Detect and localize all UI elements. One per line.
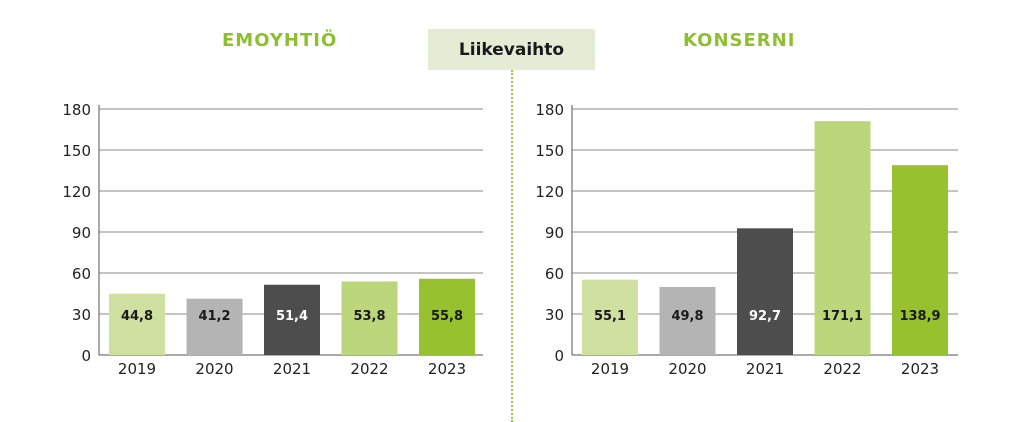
value-label: 53,8 — [353, 309, 385, 324]
value-label: 51,4 — [276, 309, 308, 324]
value-label: 49,8 — [671, 309, 703, 324]
y-tick-label: 30 — [72, 306, 91, 324]
x-tick-label: 2021 — [273, 360, 311, 378]
bar-2021 — [737, 228, 793, 355]
y-tick-label: 180 — [62, 101, 91, 119]
x-tick-label: 2022 — [823, 360, 861, 378]
value-label: 44,8 — [121, 309, 153, 324]
y-tick-label: 90 — [72, 224, 91, 242]
y-tick-label: 180 — [535, 101, 564, 119]
bar-2019 — [582, 279, 638, 355]
y-tick-label: 120 — [535, 183, 564, 201]
y-tick-label: 60 — [72, 265, 91, 283]
bar-2023 — [419, 278, 475, 355]
center-label: Liikevaihto — [458, 39, 565, 60]
y-tick-label: 90 — [545, 224, 564, 242]
bar-2020 — [186, 298, 243, 355]
bar-2022 — [341, 281, 398, 355]
bar-2019 — [109, 293, 165, 355]
center-divider — [511, 70, 513, 422]
bar-2022 — [814, 121, 871, 355]
value-label: 55,8 — [431, 309, 463, 324]
bar-2021 — [264, 284, 320, 355]
chart-title-konserni: KONSERNI — [683, 30, 796, 51]
y-tick-label: 0 — [81, 347, 91, 365]
bar-2020 — [659, 286, 716, 355]
value-label: 55,1 — [594, 309, 626, 324]
y-tick-label: 150 — [62, 142, 91, 160]
value-label: 41,2 — [198, 309, 230, 324]
y-tick-label: 150 — [535, 142, 564, 160]
value-label: 138,9 — [899, 309, 940, 324]
value-label: 171,1 — [822, 309, 863, 324]
x-tick-label: 2020 — [195, 360, 233, 378]
x-tick-label: 2020 — [668, 360, 706, 378]
y-tick-label: 30 — [545, 306, 564, 324]
x-tick-label: 2023 — [428, 360, 466, 378]
y-tick-label: 0 — [554, 347, 564, 365]
x-tick-label: 2022 — [350, 360, 388, 378]
chart-title-emoyhtio: EMOYHTIÖ — [222, 30, 338, 51]
bar-2023 — [892, 165, 948, 355]
value-label: 92,7 — [749, 309, 781, 324]
center-label-box: Liikevaihto — [428, 29, 595, 70]
x-tick-label: 2019 — [118, 360, 156, 378]
y-tick-label: 120 — [62, 183, 91, 201]
x-tick-label: 2023 — [901, 360, 939, 378]
x-tick-label: 2019 — [591, 360, 629, 378]
x-tick-label: 2021 — [746, 360, 784, 378]
y-tick-label: 60 — [545, 265, 564, 283]
